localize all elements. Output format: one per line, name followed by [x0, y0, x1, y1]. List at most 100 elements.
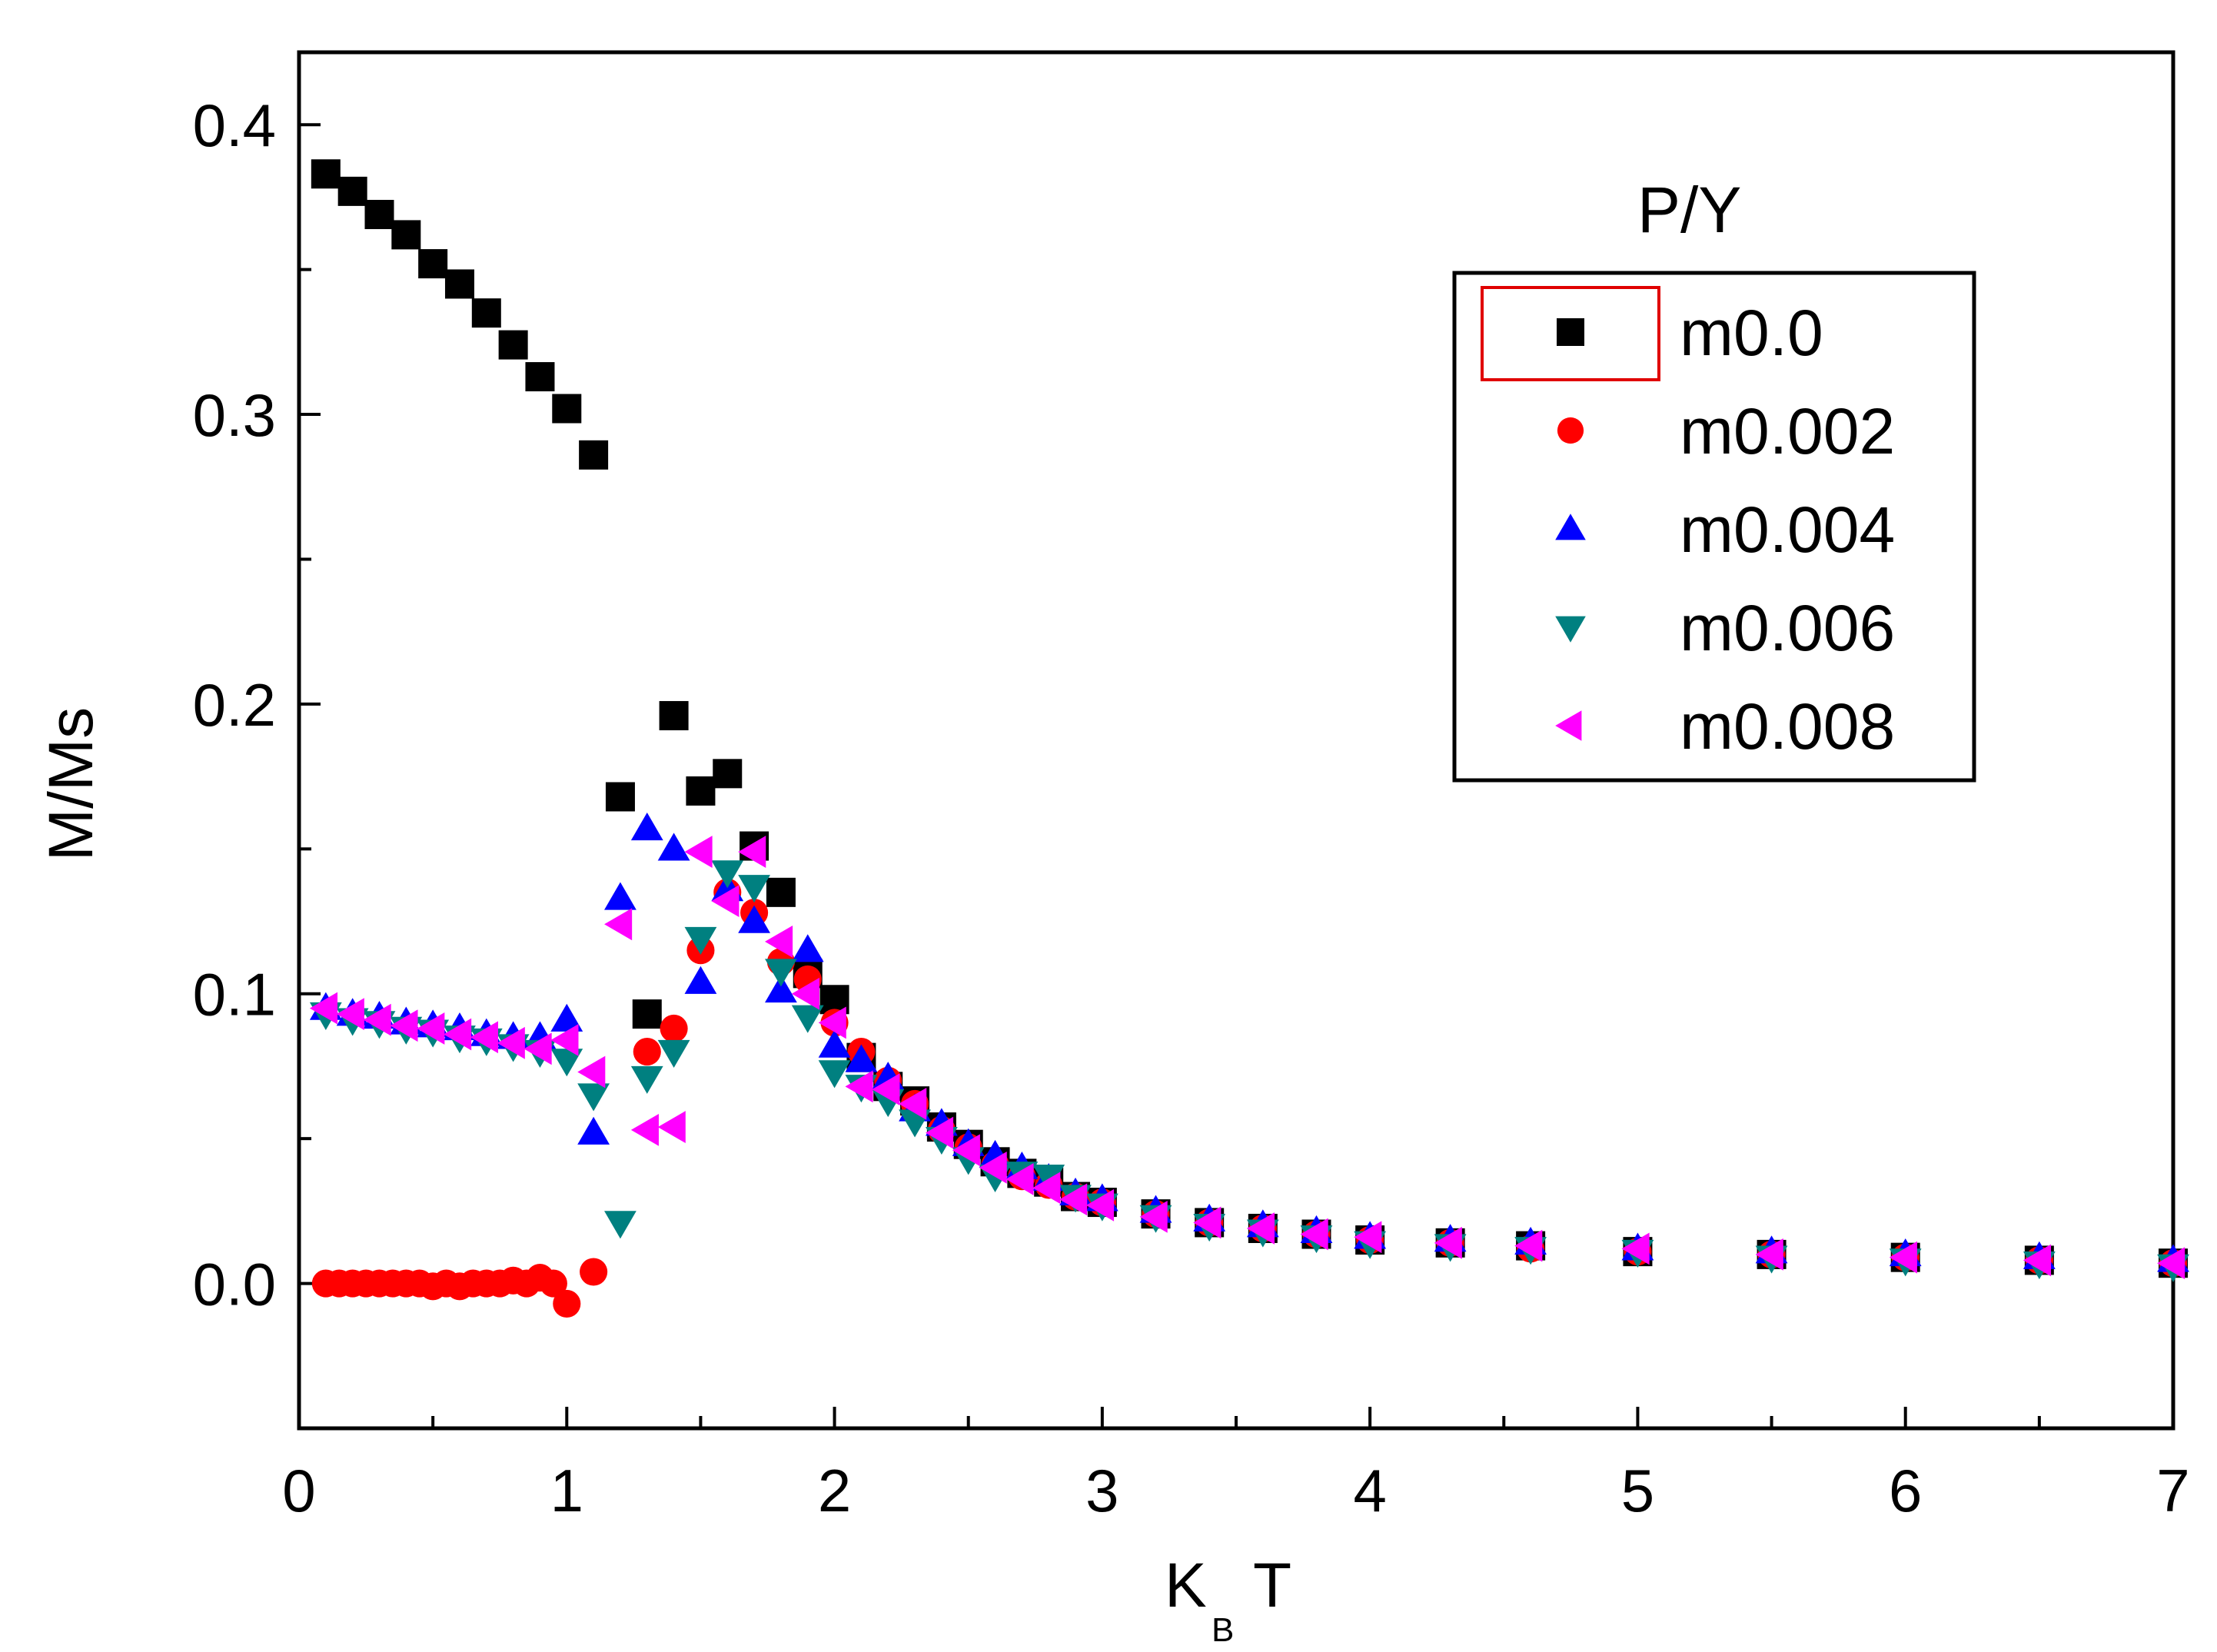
y-tick-label: 0.3 — [193, 381, 276, 449]
point-m0-008 — [1085, 1188, 1115, 1222]
point-m0-002 — [633, 1038, 661, 1066]
point-m0-0 — [444, 269, 474, 299]
x-tick-label: 4 — [1353, 1457, 1386, 1524]
point-m0-008 — [417, 1012, 445, 1045]
point-m0-008 — [818, 1006, 846, 1039]
point-m0-008 — [630, 1113, 659, 1146]
y-tick-label: 0.1 — [193, 961, 276, 1029]
point-m0-008 — [2023, 1244, 2052, 1277]
axis-ticks: 0 1 2 3 4 5 6 7 0.0 0.1 0.2 0.3 0.4 — [193, 91, 2190, 1524]
x-tick-label: 3 — [1085, 1457, 1118, 1524]
x-axis-title-k: K — [1165, 1551, 1207, 1620]
y-tick-label: 0.4 — [193, 91, 276, 159]
x-tick-label: 0 — [282, 1457, 315, 1524]
point-m0-008 — [899, 1088, 927, 1120]
point-m0-0 — [525, 362, 555, 392]
point-m0-008 — [604, 908, 633, 941]
point-m0-006 — [818, 1060, 851, 1089]
point-m0-008 — [1354, 1221, 1382, 1254]
point-m0-008 — [470, 1021, 498, 1054]
x-tick-label: 5 — [1621, 1457, 1654, 1524]
point-m0-008 — [845, 1070, 873, 1103]
point-m0-004 — [738, 905, 770, 933]
point-m0-008 — [925, 1116, 954, 1149]
point-m0-004 — [845, 1044, 878, 1072]
point-m0-006 — [711, 860, 744, 889]
legend-items: m0.0 m0.002 m0.004 m0.006 m0.008 — [1555, 297, 1895, 763]
point-m0-0 — [337, 176, 367, 206]
point-m0-008 — [979, 1151, 1007, 1184]
point-m0-008 — [1246, 1212, 1275, 1245]
point-m0-004 — [550, 1003, 583, 1032]
point-m0-006 — [738, 875, 770, 903]
x-axis-title-t: T — [1253, 1551, 1291, 1620]
legend: P/Y m0.0 m0.002 m0.004 m0.006 m0.008 — [1452, 174, 1976, 783]
point-m0-004 — [791, 934, 824, 962]
point-m0-008 — [1032, 1172, 1061, 1205]
legend-label-m0-006: m0.006 — [1680, 592, 1895, 664]
point-m0-0 — [418, 249, 448, 279]
point-m0-0 — [713, 759, 743, 789]
point-m0-008 — [577, 1055, 606, 1089]
point-m0-008 — [1300, 1218, 1328, 1251]
point-m0-006 — [765, 959, 797, 987]
point-m0-008 — [363, 1003, 391, 1036]
point-m0-004 — [818, 1029, 851, 1058]
x-axis-title: K B T — [1165, 1551, 1291, 1649]
point-m0-008 — [2157, 1247, 2185, 1280]
point-m0-004 — [657, 833, 690, 861]
point-m0-004 — [765, 975, 797, 1003]
point-m0-006 — [604, 1211, 637, 1239]
point-m0-008 — [1059, 1183, 1088, 1216]
point-m0-008 — [872, 1073, 900, 1105]
point-m0-004 — [577, 1116, 610, 1145]
point-m0-006 — [550, 1049, 583, 1077]
point-m0-008 — [1621, 1232, 1650, 1265]
legend-label-m0-008: m0.008 — [1680, 690, 1895, 763]
legend-label-m0-002: m0.002 — [1680, 395, 1895, 467]
point-m0-008 — [524, 1032, 552, 1065]
point-m0-006 — [791, 1005, 824, 1033]
point-m0-008 — [1434, 1226, 1462, 1259]
point-m0-0 — [686, 776, 716, 806]
point-m0-0 — [605, 782, 635, 812]
legend-marker-m0-004 — [1555, 514, 1586, 540]
x-tick-label: 6 — [1889, 1457, 1922, 1524]
point-m0-0 — [552, 394, 582, 424]
point-m0-008 — [1514, 1229, 1543, 1262]
point-m0-004 — [684, 966, 717, 994]
point-m0-006 — [577, 1083, 610, 1112]
point-m0-008 — [550, 1024, 579, 1056]
point-m0-004 — [630, 813, 663, 841]
point-m0-002 — [580, 1258, 608, 1286]
point-m0-008 — [657, 1111, 686, 1143]
x-tick-label: 1 — [550, 1457, 583, 1524]
point-m0-008 — [952, 1134, 980, 1167]
point-m0-006 — [1032, 1164, 1065, 1193]
legend-label-m0-004: m0.004 — [1680, 494, 1895, 566]
legend-marker-m0-0 — [1557, 318, 1584, 346]
point-m0-008 — [738, 836, 766, 868]
legend-marker-m0-002 — [1557, 417, 1584, 444]
point-m0-008 — [1889, 1241, 1917, 1274]
point-m0-0 — [579, 440, 609, 470]
point-m0-006 — [657, 1039, 690, 1069]
point-m0-0 — [498, 330, 528, 360]
point-m0-008 — [765, 926, 793, 958]
point-m0-0 — [766, 877, 796, 907]
point-m0-006 — [630, 1065, 663, 1094]
point-m0-008 — [1005, 1163, 1034, 1195]
point-m0-008 — [336, 998, 364, 1031]
y-tick-label: 0.2 — [193, 671, 276, 739]
y-axis-title: M/Ms — [36, 707, 106, 861]
legend-box — [1452, 271, 1976, 783]
point-m0-008 — [791, 977, 819, 1010]
point-m0-008 — [1193, 1206, 1222, 1239]
legend-marker-m0-008 — [1555, 710, 1582, 741]
point-m0-006 — [684, 926, 717, 956]
point-m0-0 — [632, 999, 662, 1029]
point-m0-0 — [659, 700, 689, 730]
point-m0-008 — [684, 836, 713, 868]
point-m0-002 — [553, 1289, 581, 1318]
